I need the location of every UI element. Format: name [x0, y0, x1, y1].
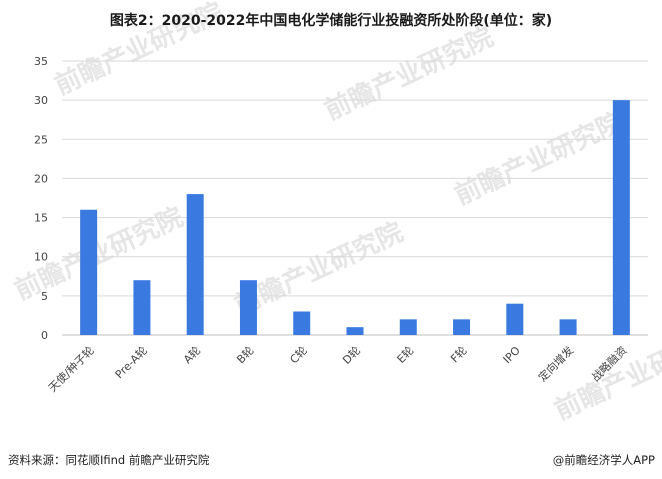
y-tick-label: 35 [34, 55, 48, 68]
bar [133, 280, 151, 335]
y-tick-label: 25 [34, 133, 48, 146]
x-tick-label: C轮 [287, 343, 310, 366]
x-tick-label: Pre-A轮 [112, 343, 150, 381]
bars [80, 100, 630, 336]
y-tick-label: 15 [34, 212, 48, 225]
bar [239, 280, 257, 335]
chart-title: 图表2：2020-2022年中国电化学储能行业投融资所处阶段(单位：家) [110, 12, 552, 29]
bar [559, 319, 577, 335]
bar [293, 311, 311, 335]
x-tick-label: D轮 [339, 343, 363, 367]
y-tick-label: 10 [34, 251, 48, 264]
bar [186, 194, 204, 335]
watermark-text: 前瞻产业研究院 [320, 21, 498, 126]
y-axis-ticks: 0 5 10 15 20 25 30 35 [34, 55, 48, 342]
bar [453, 319, 471, 335]
bar [612, 100, 630, 336]
bar [80, 209, 98, 335]
y-tick-label: 20 [34, 172, 48, 185]
y-tick-label: 0 [41, 329, 48, 342]
y-tick-label: 5 [41, 290, 48, 303]
x-tick-label: F轮 [448, 343, 470, 365]
bar [346, 327, 364, 335]
x-axis-ticks: 天使/种子轮 Pre-A轮 A轮 B轮 C轮 D轮 E轮 F轮 IPO 定向增发 战略融资 [45, 343, 629, 394]
watermark-text: 前瞻产业研究院 [450, 106, 628, 211]
bar [506, 303, 524, 335]
source-note: 资料来源：同花顺Ifind 前瞻产业研究院 [8, 453, 210, 467]
x-tick-label: B轮 [234, 343, 257, 366]
gridlines [62, 60, 648, 297]
brand-label: @前瞻经济学人APP [553, 453, 655, 467]
bar [399, 319, 417, 335]
x-tick-label: A轮 [180, 343, 203, 366]
x-tick-label: 定向增发 [535, 343, 576, 384]
x-tick-label: 天使/种子轮 [45, 343, 96, 394]
x-tick-label: IPO [501, 344, 524, 367]
x-tick-label: E轮 [394, 343, 417, 366]
y-tick-label: 30 [34, 94, 48, 107]
